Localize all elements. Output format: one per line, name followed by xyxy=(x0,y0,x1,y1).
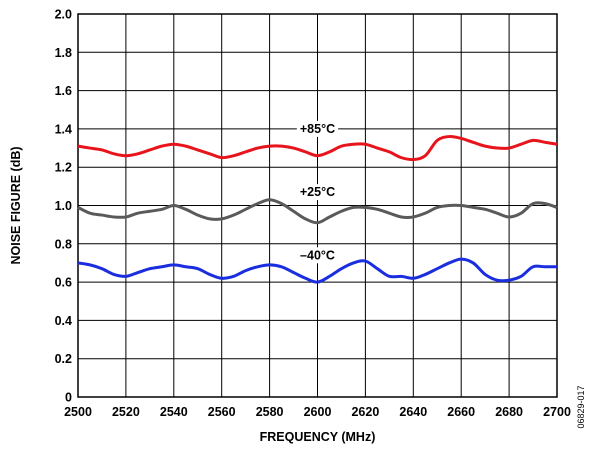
x-tick-label: 2680 xyxy=(495,405,523,419)
series-label: +85°C xyxy=(300,122,335,136)
series-line-0 xyxy=(77,135,558,162)
x-tick-label: 2640 xyxy=(399,405,427,419)
y-tick-label: 1.0 xyxy=(55,199,72,213)
y-tick-label: 0.6 xyxy=(55,276,72,290)
x-tick-label: 2540 xyxy=(160,405,188,419)
x-tick-labels: 2500 2520 2540 2560 2580 2600 2620 2640 2660 2680… xyxy=(64,405,571,419)
series-label-bg xyxy=(296,120,339,137)
y-tick-label: 1.2 xyxy=(55,161,72,175)
y-tick-label: 0 xyxy=(65,391,72,405)
x-tick-label: 2500 xyxy=(64,405,92,419)
figure-code: 06829-017 xyxy=(576,385,586,428)
series-label: –40°C xyxy=(300,248,335,262)
x-tick-label: 2560 xyxy=(208,405,236,419)
y-tick-labels: 0 0.2 0.4 0.6 0.8 1.0 1.2 1.4 1.6 1.8 2.0 xyxy=(55,8,72,405)
series-line-1 xyxy=(77,198,558,225)
y-tick-label: 1.4 xyxy=(55,122,72,136)
series-line-2 xyxy=(77,257,557,284)
series-label-bg xyxy=(297,247,338,264)
y-tick-label: 0.2 xyxy=(55,352,72,366)
x-tick-label: 2660 xyxy=(447,405,475,419)
plot-frame xyxy=(77,13,558,398)
y-tick-label: 1.8 xyxy=(55,46,72,60)
y-tick-label: 1.6 xyxy=(55,84,72,98)
x-tick-label: 2700 xyxy=(543,405,571,419)
x-tick-label: 2520 xyxy=(112,405,140,419)
grid-lines xyxy=(77,13,558,398)
x-tick-label: 2600 xyxy=(304,405,332,419)
series-label: +25°C xyxy=(300,185,335,199)
y-axis-title: NOISE FIGURE (dB) xyxy=(9,146,23,264)
x-tick-label: 2620 xyxy=(351,405,379,419)
y-tick-label: 2.0 xyxy=(55,8,72,22)
y-tick-label: 0.4 xyxy=(55,314,72,328)
x-axis-title: FREQUENCY (MHz) xyxy=(260,430,376,444)
x-tick-label: 2580 xyxy=(256,405,284,419)
series-lines xyxy=(77,135,558,284)
series-label-bg xyxy=(296,184,339,201)
series-labels: +85°C +25°C –40°C xyxy=(296,120,339,264)
y-tick-label: 0.8 xyxy=(55,237,72,251)
